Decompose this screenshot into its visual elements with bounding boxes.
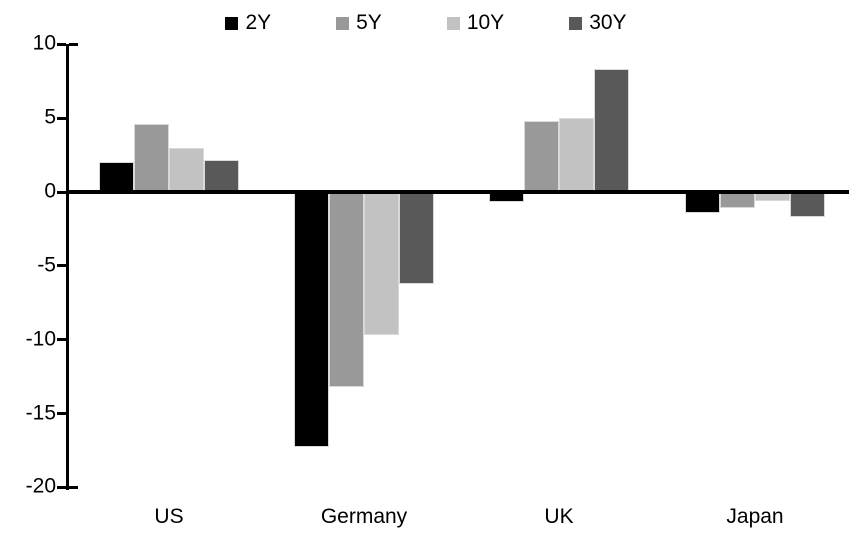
bar-germany-30y <box>399 192 434 284</box>
y-axis-tick-label-0: 0 <box>44 179 56 203</box>
legend-swatch-5y <box>336 16 350 30</box>
bar-japan-5y <box>720 192 755 209</box>
y-axis-tick-mark <box>57 264 66 268</box>
bar-us-2y <box>99 162 134 192</box>
bar-us-5y <box>134 124 169 192</box>
y-axis-line <box>66 44 69 490</box>
bar-us-30y <box>204 159 239 192</box>
y-axis-tick-mark <box>57 485 66 489</box>
bar-uk-30y <box>594 69 629 192</box>
bar-japan-30y <box>790 192 825 218</box>
y-axis-tick-mark <box>57 190 66 194</box>
x-axis-label-germany: Germany <box>320 505 408 528</box>
y-axis-tick-label-10: 10 <box>32 31 56 55</box>
bar-germany-5y <box>329 192 364 387</box>
legend-swatch-2y <box>225 16 239 30</box>
x-axis-zero-line <box>66 190 849 194</box>
bar-uk-10y <box>559 118 594 192</box>
x-axis-label-japan: Japan <box>726 505 784 528</box>
bar-japan-2y <box>685 192 720 213</box>
chart-legend: 2Y 5Y 10Y 30Y <box>0 11 852 35</box>
y-axis-tick-mark <box>57 42 66 46</box>
y-axis-tick-label--10: -10 <box>25 327 56 351</box>
legend-label-2y: 2Y <box>245 11 272 34</box>
legend-swatch-10y <box>446 16 460 30</box>
legend-item-2y: 2Y <box>225 11 271 35</box>
bar-germany-10y <box>364 192 399 336</box>
legend-swatch-30y <box>569 16 583 30</box>
legend-label-10y: 10Y <box>466 11 505 34</box>
bar-uk-5y <box>524 121 559 192</box>
y-axis-tick-label-5: 5 <box>44 105 56 129</box>
y-axis-tick-label--5: -5 <box>37 253 56 277</box>
legend-label-5y: 5Y <box>356 11 382 34</box>
x-axis-label-us: US <box>154 505 184 528</box>
y-axis-tick-cap <box>69 485 78 489</box>
bar-us-10y <box>169 147 204 192</box>
y-axis-tick-label--20: -20 <box>25 474 56 498</box>
y-axis-tick-label--15: -15 <box>25 401 56 425</box>
legend-label-30y: 30Y <box>589 11 627 34</box>
y-axis-tick-cap <box>69 42 78 46</box>
bar-germany-2y <box>294 192 329 448</box>
x-axis-label-uk: UK <box>544 505 574 528</box>
y-axis-tick-mark <box>57 116 66 120</box>
legend-item-30y: 30Y <box>569 11 627 35</box>
legend-item-5y: 5Y <box>336 11 382 35</box>
legend-item-10y: 10Y <box>446 11 505 35</box>
y-axis-tick-mark <box>57 338 66 342</box>
y-axis-tick-mark <box>57 412 66 415</box>
